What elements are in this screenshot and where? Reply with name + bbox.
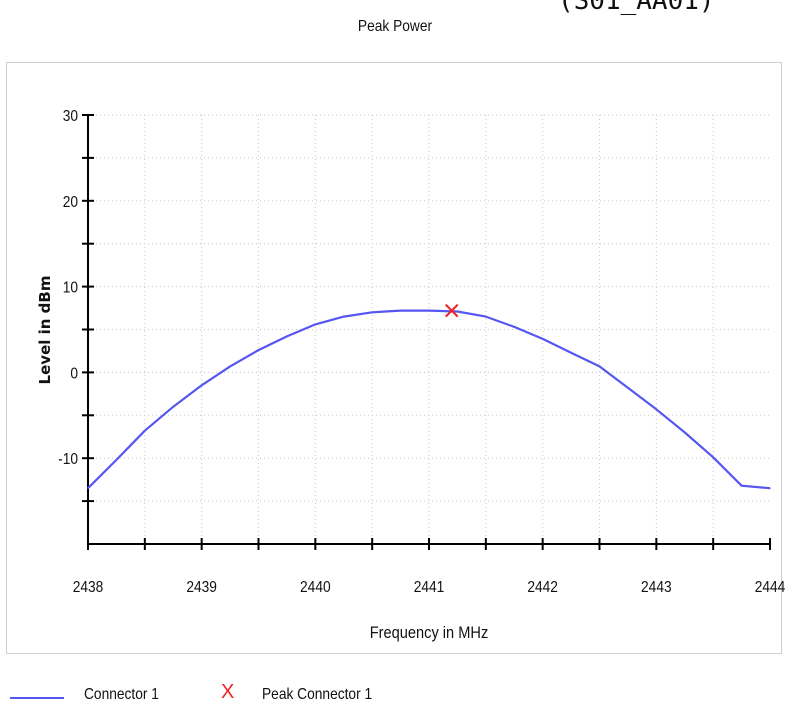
data-point	[343, 316, 345, 318]
data-point	[456, 310, 459, 313]
data-point	[201, 384, 203, 386]
data-point	[740, 485, 743, 487]
data-point	[115, 459, 118, 461]
legend-peak-marker-icon: X	[221, 681, 235, 703]
data-point	[314, 323, 316, 325]
legend-label-connector-1: Connector 1	[84, 686, 159, 703]
data-point	[371, 311, 373, 313]
x-tick-label: 2438	[73, 578, 104, 596]
x-tick-label: 2443	[641, 578, 672, 596]
data-point	[428, 310, 430, 312]
x-tick-label: 2439	[186, 578, 217, 596]
x-tick-label: 2444	[755, 578, 786, 596]
y-tick-label: 30	[63, 107, 78, 125]
data-point	[172, 406, 174, 408]
data-point	[144, 430, 146, 432]
x-tick-label: 2441	[414, 578, 445, 596]
y-axis-label: Level in dBm	[36, 276, 54, 385]
chart-title: Peak Power	[357, 18, 433, 35]
data-point	[229, 365, 231, 367]
x-tick-label: 2442	[527, 578, 558, 596]
data-point	[542, 338, 544, 340]
peak-marker-stroke	[445, 303, 459, 318]
data-point	[627, 387, 629, 389]
x-axis-label: Frequency in MHz	[370, 624, 489, 642]
data-point	[485, 316, 487, 318]
y-tick-label: -10	[58, 450, 78, 468]
legend: Connector 1 X Peak Connector 1	[0, 681, 790, 711]
legend-line-connector-1	[10, 697, 64, 699]
plot-frame	[6, 62, 782, 654]
header-id: (S01_AA01)	[558, 0, 715, 16]
x-tick-label: 2440	[300, 578, 331, 596]
data-point	[655, 408, 657, 410]
y-tick-label: 10	[63, 279, 78, 297]
data-point	[257, 349, 260, 351]
data-point	[712, 456, 714, 458]
legend-label-peak-connector-1: Peak Connector 1	[262, 686, 373, 703]
data-point	[769, 487, 771, 489]
y-tick-label: 0	[70, 364, 78, 382]
data-point	[598, 365, 601, 367]
data-point	[399, 310, 402, 312]
data-point	[87, 487, 89, 489]
data-point	[286, 335, 288, 337]
data-point	[684, 431, 686, 434]
peak-marker	[445, 303, 459, 318]
data-point	[570, 352, 572, 354]
y-tick-label: 20	[63, 193, 78, 211]
data-point	[513, 326, 515, 328]
